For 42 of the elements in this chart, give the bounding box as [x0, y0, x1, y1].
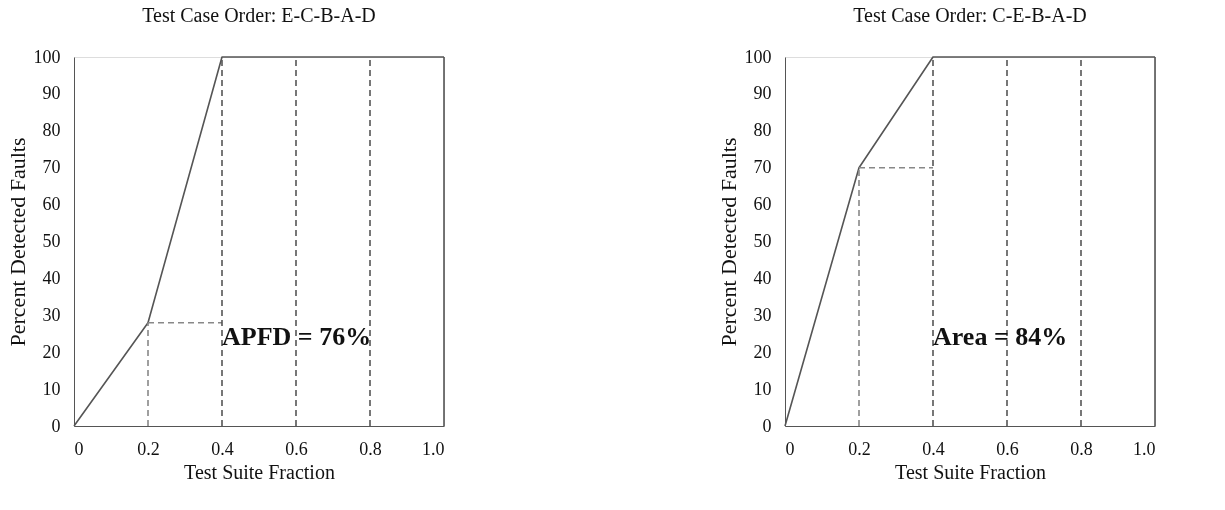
y-axis-title: Percent Detected Faults	[4, 137, 30, 347]
chart-title: Test Case Order: C-E-B-A-D	[853, 4, 1087, 26]
x-tick-label: 0.6	[996, 438, 1019, 459]
y-tick-label: 0	[762, 415, 772, 436]
y-tick-label: 50	[42, 231, 61, 251]
annotation: APFD = 76%	[222, 322, 372, 352]
y-tick-label: 20	[42, 341, 61, 362]
x-tick-label: 0.4	[922, 438, 945, 459]
y-tick-label: 30	[42, 304, 61, 325]
annotation: Area = 84%	[933, 322, 1068, 352]
y-tick-label: 80	[42, 120, 61, 141]
y-tick-label: 70	[42, 157, 61, 178]
y-tick-label: 10	[42, 378, 61, 399]
x-tick-label: 0.2	[848, 438, 871, 459]
y-tick-label: 90	[42, 83, 61, 104]
x-axis-title: Test Suite Fraction	[895, 460, 1046, 483]
x-tick-label: 1.0	[1133, 438, 1156, 459]
x-tick-label: 0	[785, 438, 795, 459]
y-tick-label: 30	[753, 304, 772, 325]
y-tick-label: 40	[753, 267, 772, 288]
x-tick-label: 0.2	[137, 438, 160, 459]
x-tick-label: 0.6	[285, 438, 308, 459]
y-tick-label: 0	[51, 415, 61, 436]
x-axis-title: Test Suite Fraction	[184, 460, 335, 483]
x-tick-label: 0.8	[1070, 438, 1093, 459]
y-tick-label: 60	[42, 194, 61, 215]
x-tick-label: 0.4	[211, 438, 234, 459]
x-tick-label: 1.0	[422, 438, 445, 459]
y-tick-label: 10	[753, 378, 772, 399]
y-tick-label: 40	[42, 267, 61, 288]
y-tick-label: 70	[753, 157, 772, 178]
x-tick-label: 0.8	[359, 438, 382, 459]
chart-title: Test Case Order: E-C-B-A-D	[142, 4, 376, 26]
y-tick-label: 80	[753, 120, 772, 141]
y-tick-label: 60	[753, 194, 772, 215]
y-tick-label: 90	[753, 83, 772, 104]
y-axis-title: Percent Detected Faults	[715, 137, 741, 347]
x-tick-label: 0	[74, 438, 84, 459]
y-tick-label: 50	[753, 231, 772, 251]
y-tick-label: 20	[753, 341, 772, 362]
y-tick-label: 100	[744, 46, 772, 67]
y-tick-label: 100	[33, 46, 61, 67]
